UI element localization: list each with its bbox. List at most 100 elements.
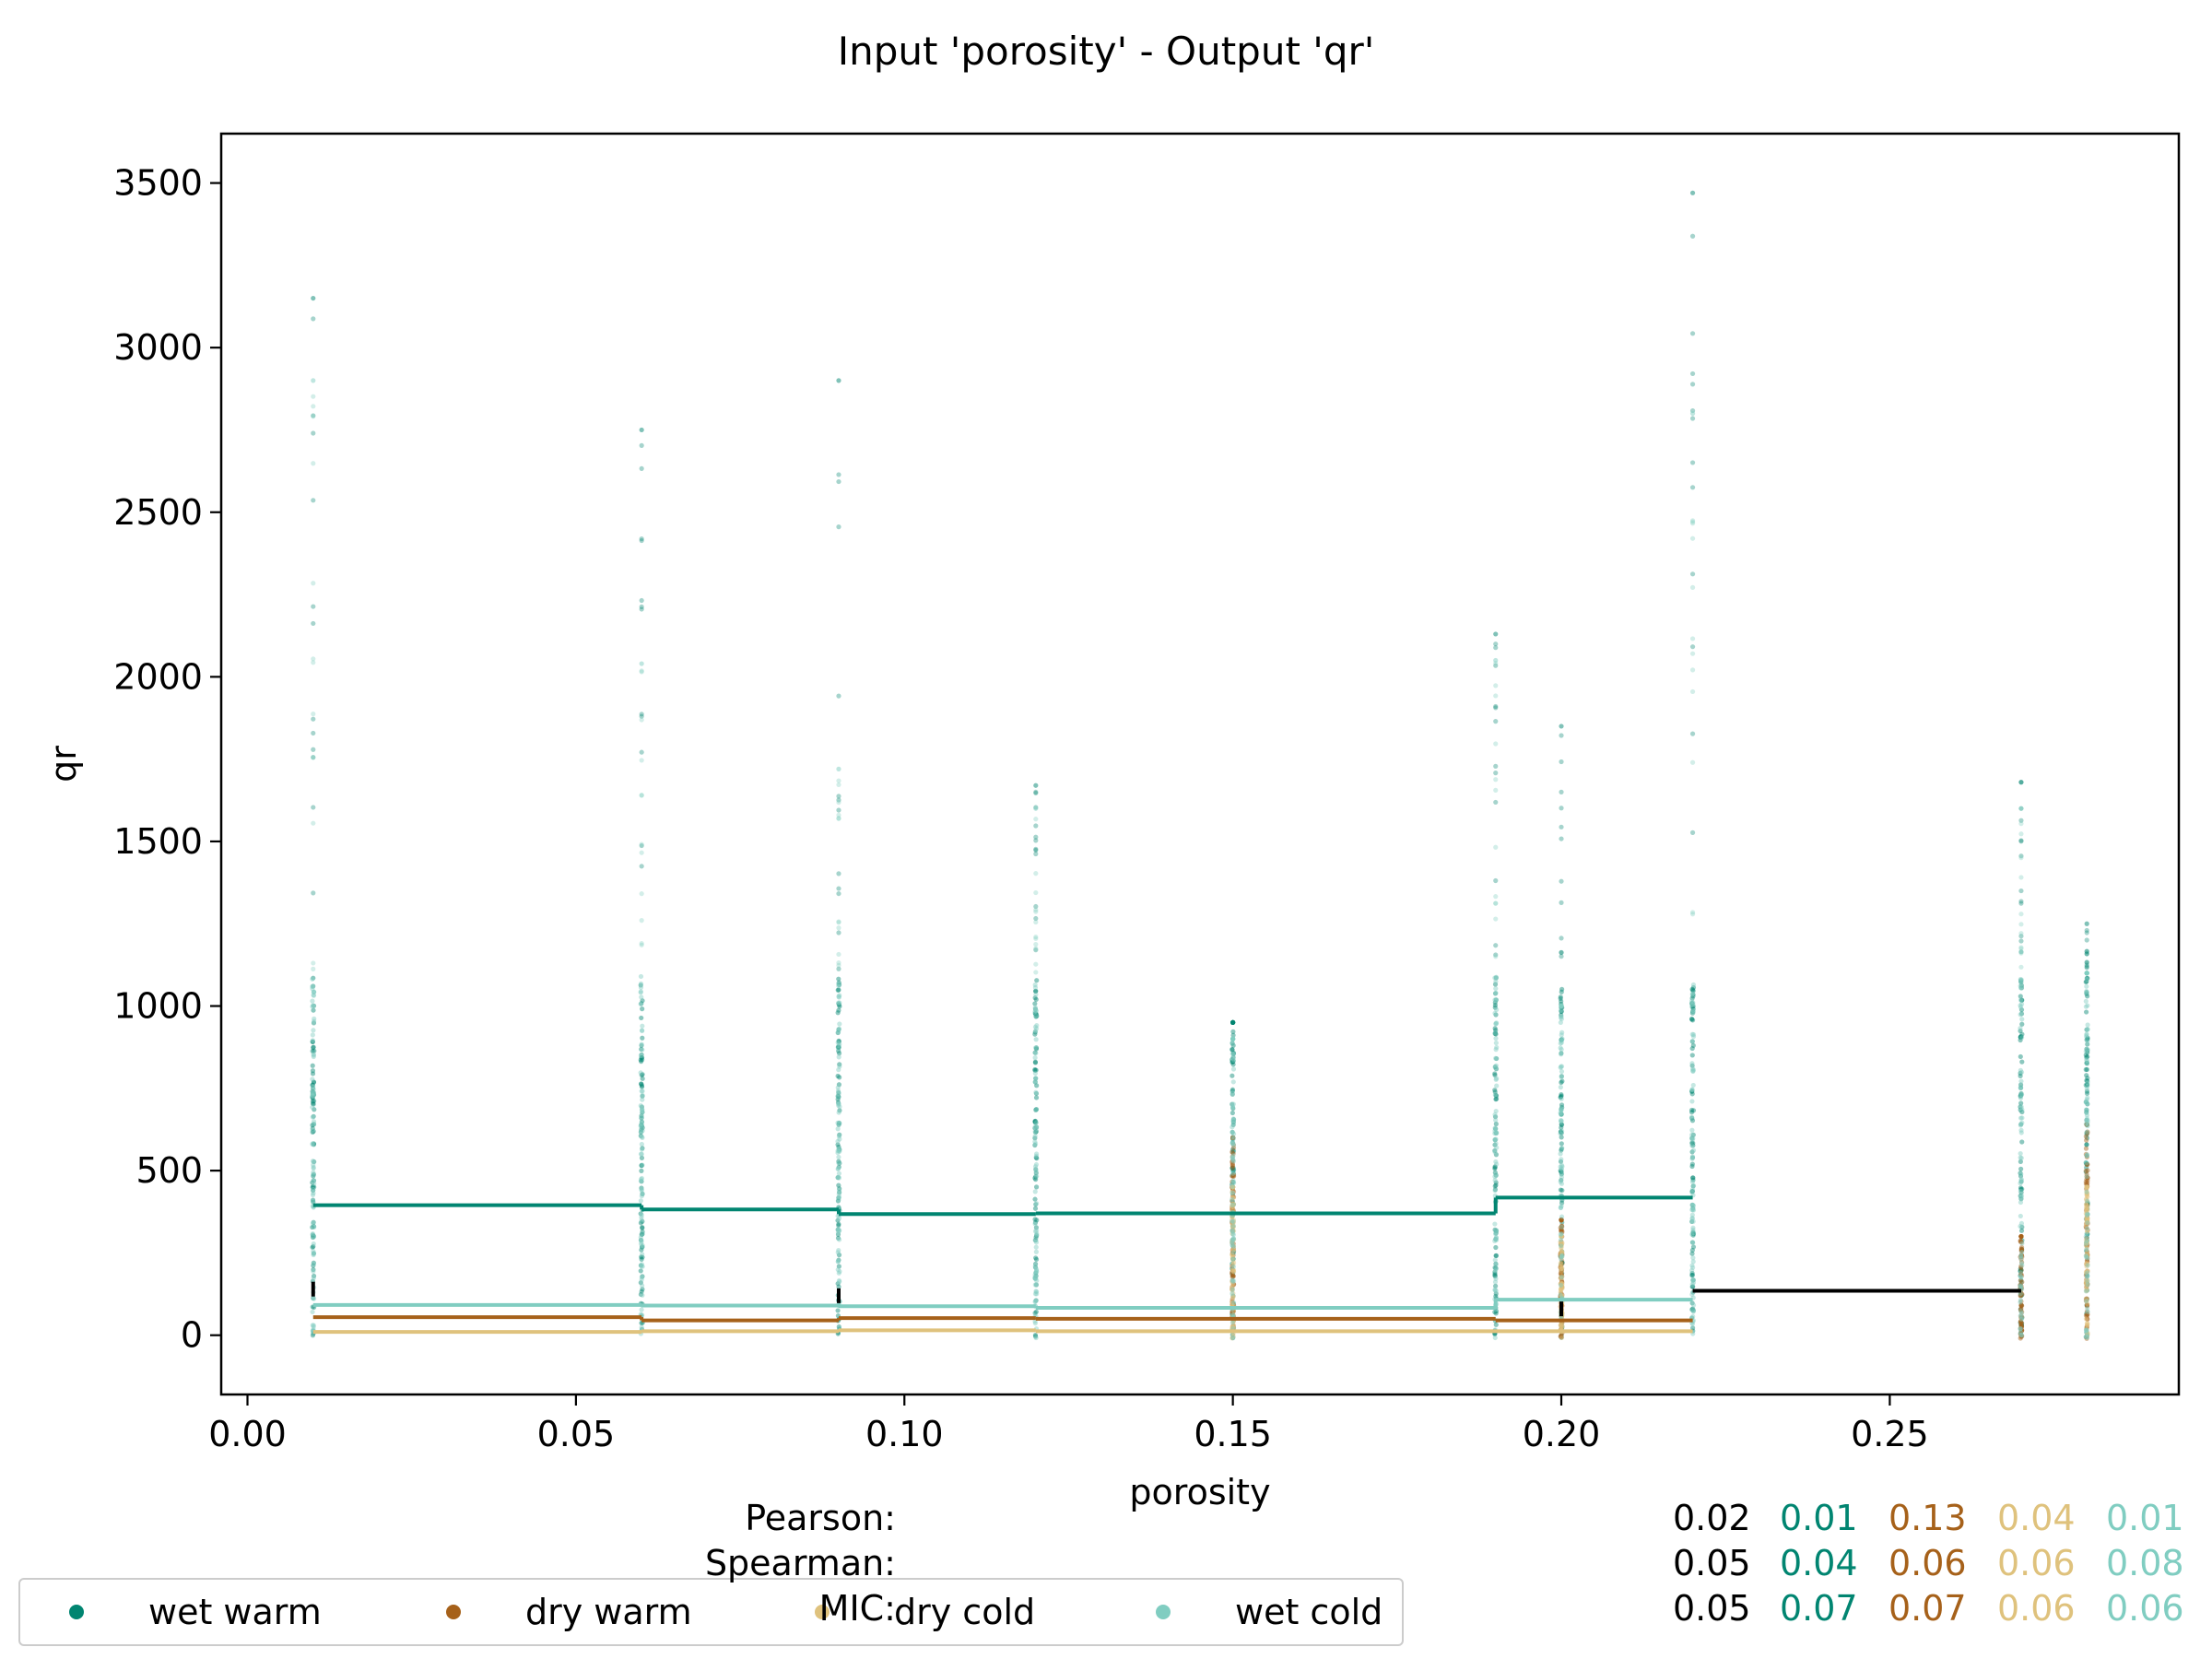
scatter-point — [836, 1110, 841, 1115]
scatter-point — [2019, 1248, 2025, 1253]
scatter-point — [2083, 1242, 2088, 1248]
scatter-point — [1230, 1052, 1236, 1057]
scatter-point — [1558, 1287, 1564, 1292]
scatter-point — [1493, 657, 1499, 664]
scatter-point — [836, 816, 841, 821]
scatter-point — [2018, 912, 2024, 917]
scatter-point — [836, 886, 841, 891]
scatter-point — [1559, 1229, 1565, 1234]
scatter-point — [1558, 1275, 1564, 1281]
scatter-point — [311, 1324, 316, 1330]
scatter-point — [311, 1166, 316, 1171]
scatter-point — [2084, 1061, 2090, 1066]
scatter-point — [837, 1278, 842, 1285]
scatter-point — [837, 1021, 842, 1027]
scatter-point — [1689, 485, 1696, 490]
scatter-point — [639, 1134, 645, 1140]
scatter-point — [311, 413, 316, 418]
scatter-point — [640, 1035, 645, 1041]
scatter-point — [2084, 1206, 2089, 1211]
scatter-point — [1558, 1323, 1563, 1328]
scatter-point — [2018, 978, 2024, 983]
scatter-point — [1230, 1129, 1235, 1135]
scatter-point — [310, 1082, 315, 1088]
scatter-point — [1493, 777, 1499, 782]
scatter-point — [1230, 1272, 1235, 1277]
scatter-point — [1689, 910, 1696, 915]
scatter-point — [1558, 1205, 1564, 1211]
scatter-point — [1230, 1062, 1236, 1067]
scatter-point — [2084, 1173, 2089, 1180]
scatter-point — [1033, 1051, 1039, 1056]
scatter-point — [638, 1263, 644, 1268]
scatter-point — [2085, 1316, 2090, 1322]
scatter-point — [2084, 1316, 2090, 1322]
scatter-point — [1689, 1307, 1695, 1312]
scatter-point — [1689, 331, 1696, 336]
scatter-point — [638, 973, 644, 980]
scatter-point — [638, 1220, 643, 1226]
scatter-point — [1558, 1293, 1563, 1299]
scatter-point — [2085, 1231, 2090, 1237]
scatter-point — [2085, 1302, 2090, 1308]
scatter-point — [1032, 1217, 1038, 1222]
scatter-point — [1033, 903, 1039, 910]
scatter-point — [1230, 1301, 1235, 1307]
scatter-point — [1230, 1142, 1237, 1148]
scatter-point — [1558, 1205, 1564, 1210]
scatter-point — [1230, 1104, 1236, 1110]
scatter-point — [639, 1185, 644, 1191]
scatter-point — [2085, 1207, 2090, 1213]
scatter-point — [1230, 1299, 1235, 1304]
scatter-point — [1230, 1140, 1236, 1147]
scatter-point — [1230, 1254, 1235, 1260]
scatter-point — [1559, 1260, 1565, 1265]
scatter-point — [835, 1259, 841, 1265]
scatter-point — [1559, 1286, 1565, 1291]
scatter-point — [2018, 1248, 2024, 1253]
scatter-point — [640, 1092, 645, 1098]
scatter-point — [836, 1089, 841, 1096]
scatter-point — [639, 1084, 645, 1089]
scatter-point — [1032, 1030, 1038, 1035]
scatter-point — [1689, 644, 1696, 650]
scatter-point — [1033, 834, 1039, 840]
scatter-point — [1230, 1312, 1236, 1318]
scatter-point — [1032, 1045, 1039, 1051]
scatter-point — [1230, 1324, 1235, 1329]
scatter-point — [2085, 1231, 2090, 1237]
scatter-point — [1230, 1324, 1236, 1329]
scatter-point — [1559, 1293, 1565, 1299]
scatter-point — [1492, 1000, 1498, 1006]
scatter-point — [1033, 1129, 1039, 1135]
scatter-point — [1493, 1063, 1499, 1068]
scatter-point — [311, 1234, 317, 1240]
scatter-point — [2018, 1302, 2024, 1308]
scatter-point — [1033, 1202, 1039, 1207]
scatter-point — [2084, 1231, 2089, 1237]
scatter-point — [1230, 1079, 1236, 1085]
scatter-point — [1230, 1277, 1235, 1283]
scatter-point — [640, 1231, 645, 1237]
scatter-point — [2019, 1017, 2025, 1022]
scatter-point — [1689, 571, 1696, 577]
scatter-point — [1492, 1187, 1499, 1193]
scatter-point — [2083, 1234, 2088, 1240]
scatter-point — [2085, 1039, 2090, 1044]
stats-label: Spearman: — [704, 1543, 896, 1583]
scatter-point — [2085, 1268, 2090, 1274]
scatter-point — [311, 1089, 316, 1095]
scatter-point — [2084, 1312, 2090, 1318]
scatter-point — [2084, 960, 2089, 966]
scatter-point — [1559, 1294, 1564, 1300]
scatter-point — [2085, 1263, 2090, 1268]
plot-area — [310, 190, 2090, 1341]
scatter-point — [1492, 1112, 1498, 1117]
scatter-point — [2018, 945, 2024, 950]
scatter-point — [2084, 1161, 2089, 1167]
scatter-point — [2084, 1252, 2089, 1257]
scatter-point — [311, 1090, 316, 1097]
scatter-point — [310, 1094, 315, 1100]
scatter-point — [2084, 1129, 2089, 1135]
scatter-point — [2084, 1199, 2090, 1205]
